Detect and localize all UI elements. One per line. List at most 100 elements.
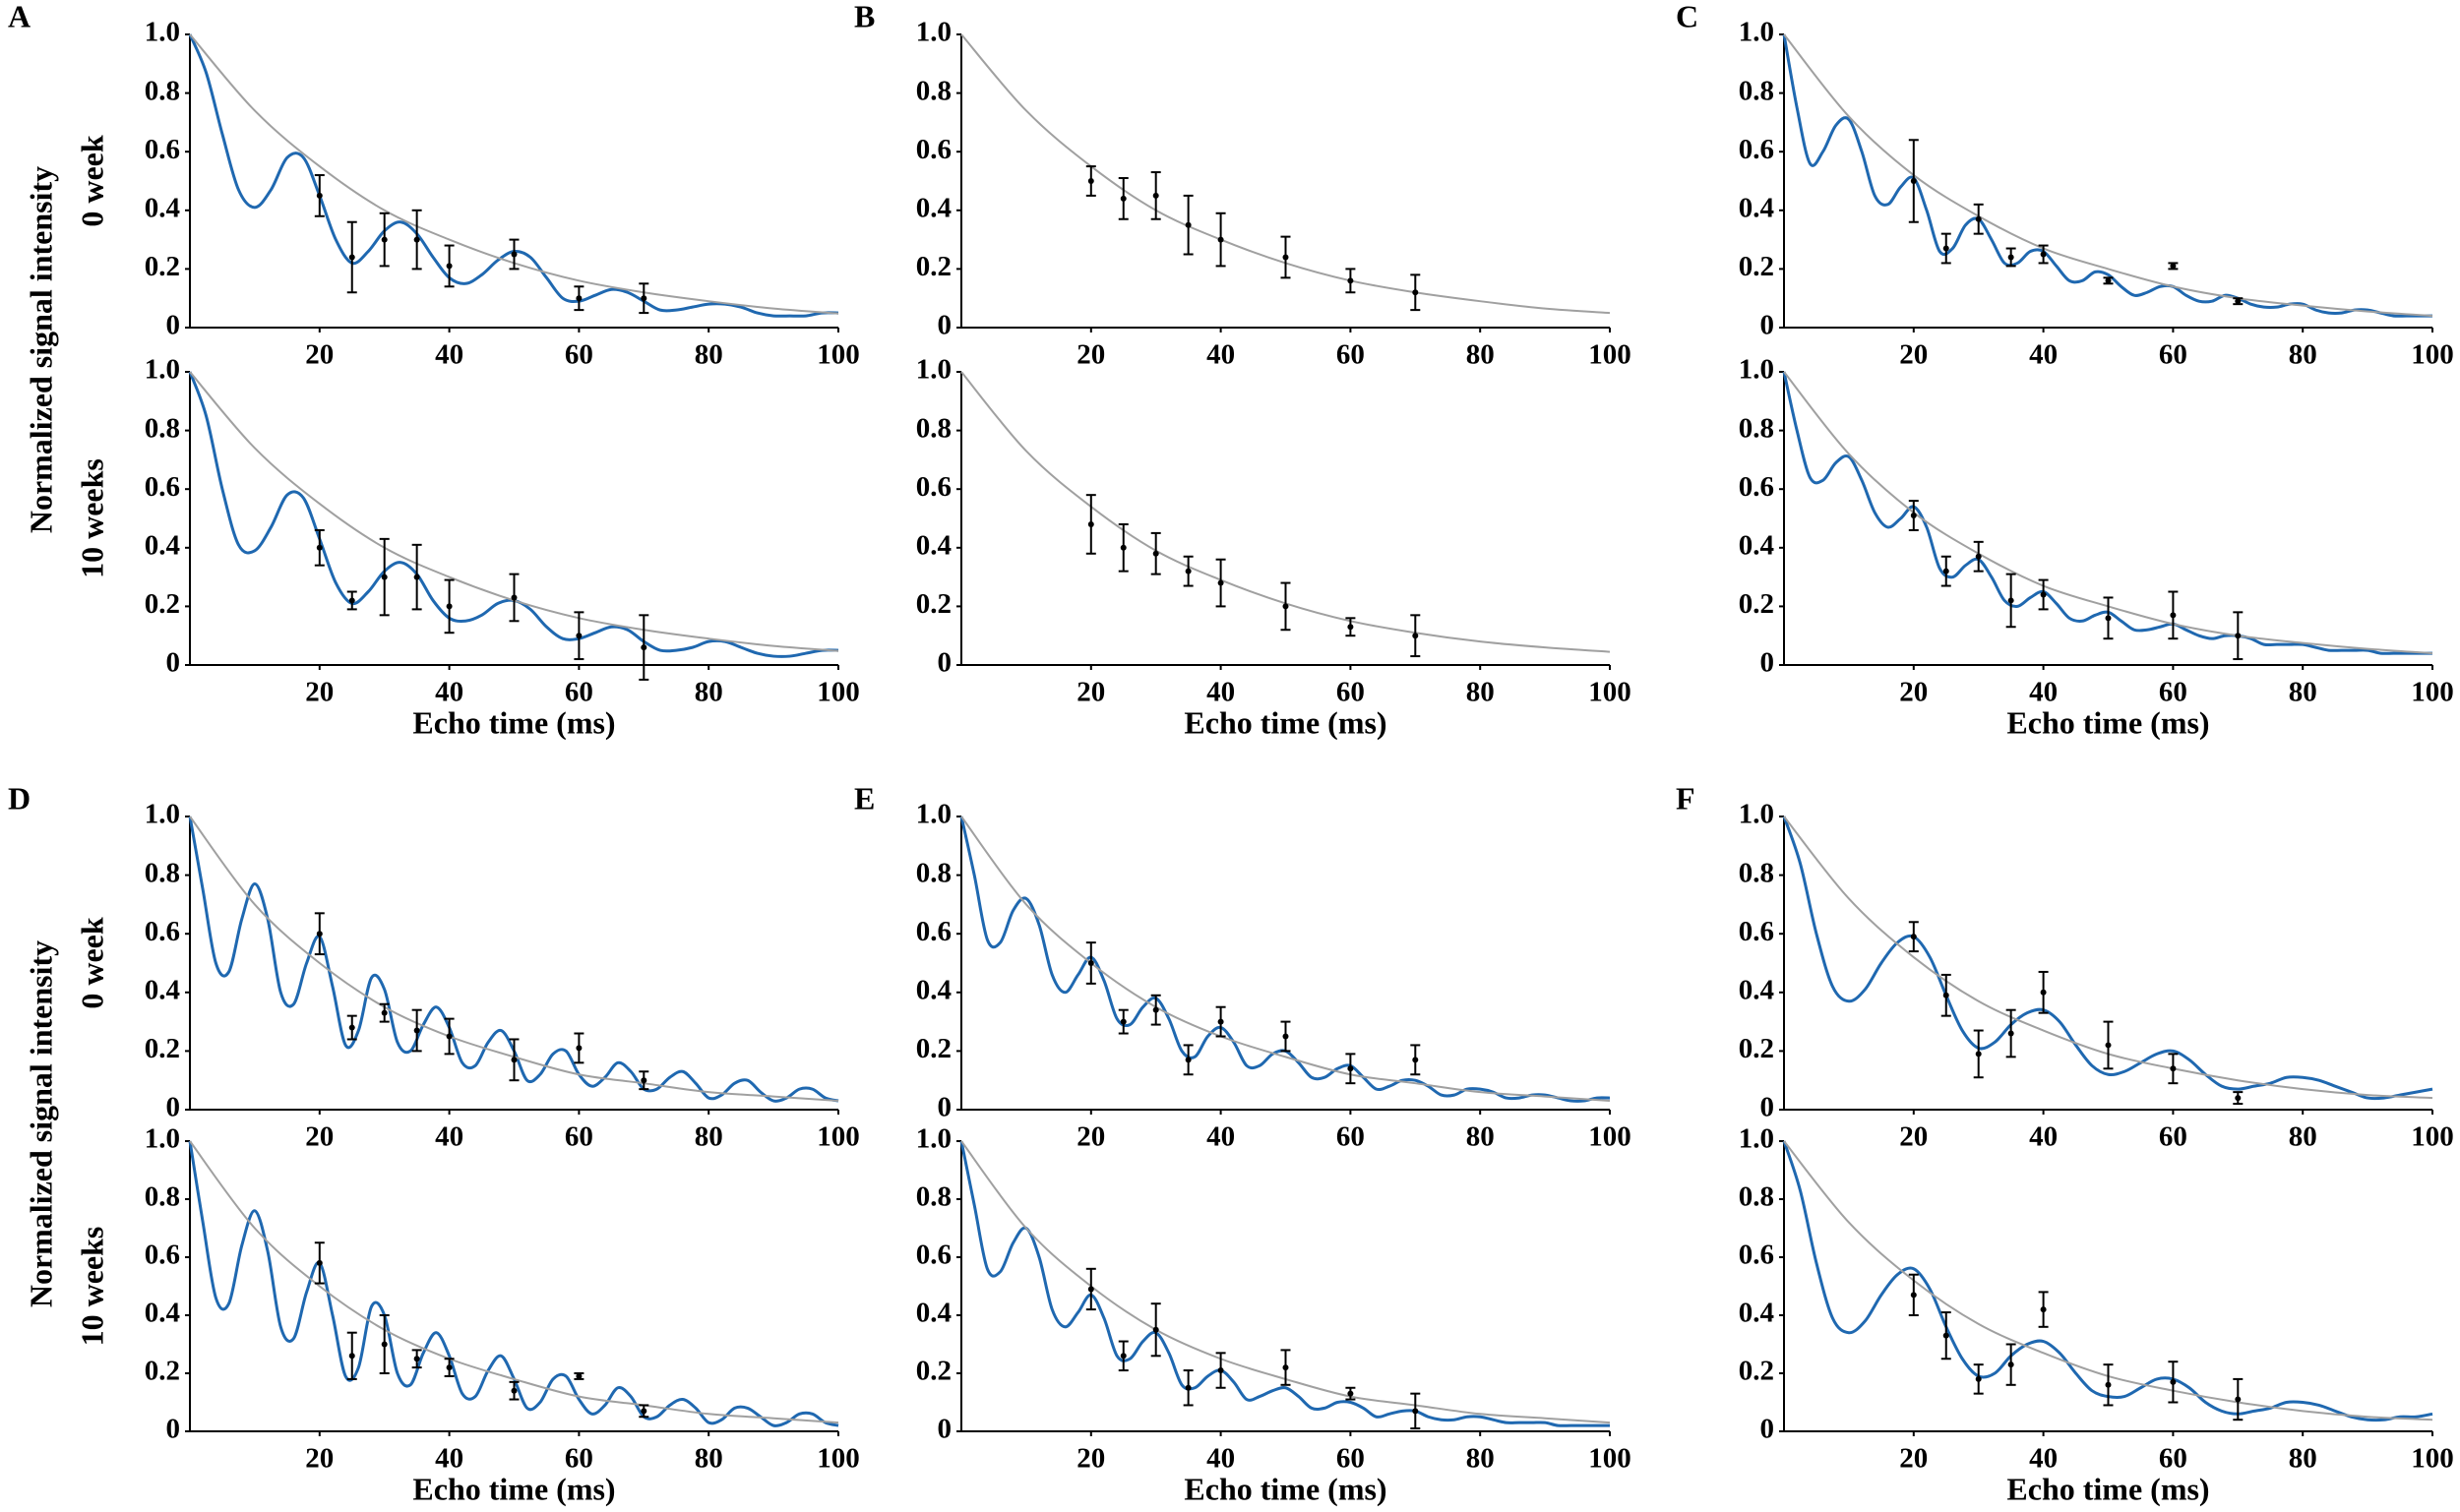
y-tick-label: 0 <box>938 647 953 679</box>
y-tick-label: 0 <box>166 310 181 341</box>
y-tick-label: 0.2 <box>916 1356 952 1387</box>
x-tick-label: 60 <box>565 1443 593 1475</box>
y-tick-label: 0.8 <box>145 857 180 888</box>
y-tick-label: 0.8 <box>145 1181 180 1213</box>
data-point <box>1217 579 1224 586</box>
x-tick-label: 60 <box>1336 677 1365 708</box>
data-point <box>446 1033 453 1040</box>
y-tick-label: 0.6 <box>916 916 952 947</box>
x-tick-label: 20 <box>1076 1121 1105 1153</box>
x-tick-label: 100 <box>817 1443 860 1475</box>
y-tick-label: 0.2 <box>1739 1033 1774 1064</box>
panel-label: C <box>1676 0 1698 33</box>
data-point <box>1185 1057 1192 1063</box>
x-tick-label: 60 <box>565 1121 593 1153</box>
data-point <box>2040 989 2047 996</box>
x-tick-label: 100 <box>817 339 860 371</box>
data-point <box>576 633 583 639</box>
y-tick-label: 1.0 <box>916 799 952 830</box>
data-point <box>1087 1286 1094 1293</box>
data-point <box>348 1353 355 1360</box>
data-point <box>2170 1378 2177 1385</box>
x-tick-label: 80 <box>2289 677 2317 708</box>
panel-label: B <box>854 0 875 33</box>
exp-curve <box>189 1140 839 1424</box>
data-point <box>2040 251 2047 258</box>
x-tick-label: 60 <box>2159 677 2187 708</box>
data-point <box>316 544 323 551</box>
y-tick-label: 0.8 <box>916 412 952 444</box>
x-tick-label: 20 <box>1076 1443 1105 1475</box>
y-tick-label: 0.4 <box>145 192 180 223</box>
y-tick-label: 0 <box>1760 647 1775 679</box>
y-tick-label: 1.0 <box>145 1123 180 1155</box>
data-point <box>1185 568 1192 575</box>
x-axis-label: Echo time (ms) <box>2006 1471 2209 1506</box>
x-tick-label: 80 <box>1466 339 1495 371</box>
data-point <box>1282 254 1289 261</box>
x-axis-label: Echo time (ms) <box>412 1471 615 1506</box>
row-label: 0 week <box>74 135 109 227</box>
data-point <box>1152 1326 1159 1333</box>
data-point <box>1975 553 1982 560</box>
fit-curve <box>188 1140 839 1427</box>
x-tick-label: 20 <box>305 1121 334 1153</box>
data-point <box>1120 195 1127 202</box>
data-point <box>413 1027 420 1034</box>
y-tick-label: 1.0 <box>145 17 180 48</box>
data-point <box>641 295 647 302</box>
data-point <box>1152 1006 1159 1013</box>
data-point <box>348 597 355 604</box>
x-tick-label: 80 <box>695 339 723 371</box>
data-point <box>413 574 420 580</box>
exp-curve <box>1783 33 2433 318</box>
exp-curve <box>960 33 1611 315</box>
data-point <box>641 1408 647 1415</box>
x-axis-label: Echo time (ms) <box>1184 1471 1386 1506</box>
data-point <box>381 1009 388 1016</box>
exp-curve <box>189 33 839 315</box>
data-point <box>1412 633 1419 639</box>
x-tick-label: 80 <box>1466 677 1495 708</box>
data-point <box>446 603 453 610</box>
data-point <box>1185 1384 1192 1391</box>
data-point <box>1282 1033 1289 1040</box>
panel-label: E <box>854 780 875 816</box>
fit-curve <box>959 816 1611 1103</box>
x-tick-label: 80 <box>695 1121 723 1153</box>
data-point <box>1347 277 1354 284</box>
data-point <box>1087 178 1094 184</box>
x-tick-label: 20 <box>1899 1121 1928 1153</box>
x-tick-label: 20 <box>1076 339 1105 371</box>
data-point <box>2170 263 2177 270</box>
y-tick-label: 0.6 <box>145 916 180 947</box>
data-point <box>1217 236 1224 243</box>
data-point <box>576 295 583 302</box>
x-tick-label: 100 <box>1588 339 1631 371</box>
x-tick-label: 60 <box>565 339 593 371</box>
y-tick-label: 0.6 <box>1739 134 1774 165</box>
x-axis-label: Echo time (ms) <box>412 704 615 740</box>
y-tick-label: 0.4 <box>916 1298 952 1329</box>
data-point <box>316 1259 323 1266</box>
data-point <box>1942 1332 1949 1339</box>
x-tick-label: 80 <box>1466 1443 1495 1475</box>
data-point <box>446 263 453 270</box>
x-tick-label: 40 <box>435 677 463 708</box>
y-tick-label: 0.8 <box>1739 75 1774 106</box>
y-tick-label: 1.0 <box>916 17 952 48</box>
y-tick-label: 0 <box>166 647 181 679</box>
data-point <box>446 1364 453 1371</box>
data-point <box>1217 1018 1224 1025</box>
x-tick-label: 40 <box>1206 339 1235 371</box>
data-point <box>348 254 355 261</box>
data-point <box>1120 1018 1127 1025</box>
x-tick-label: 60 <box>1336 339 1365 371</box>
y-tick-label: 0.2 <box>145 251 180 282</box>
x-tick-label: 40 <box>2029 1121 2058 1153</box>
x-tick-label: 80 <box>695 1443 723 1475</box>
x-tick-label: 60 <box>2159 1443 2187 1475</box>
data-point <box>2235 298 2242 305</box>
